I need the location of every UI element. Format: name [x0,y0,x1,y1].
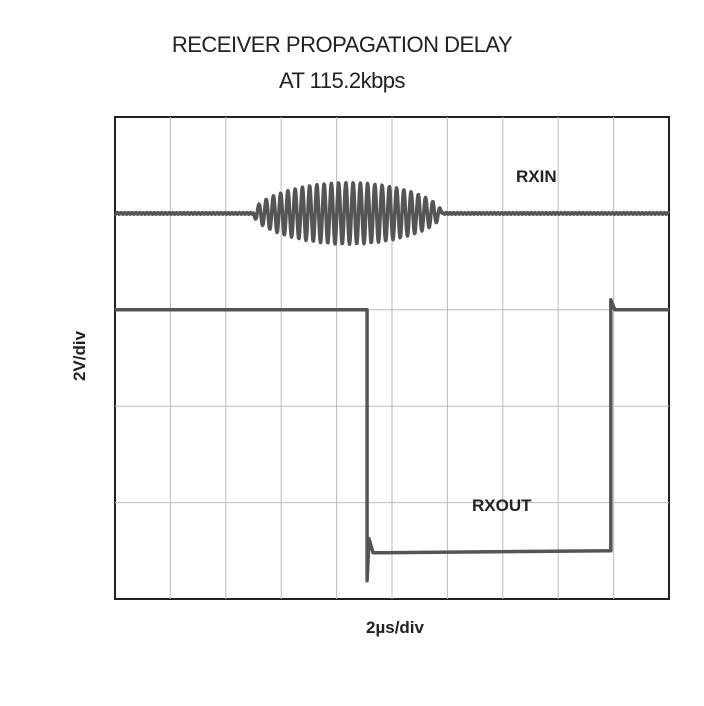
rxin-trace [113,181,671,246]
rxin-label: RXIN [516,167,557,186]
y-axis-label: 2V/div [70,330,89,382]
chart-title: RECEIVER PROPAGATION DELAY [171,32,513,57]
x-axis-label: 2µs/div [366,618,424,637]
rxout-trace [115,298,669,583]
chart-subtitle: AT 115.2kbps [278,68,406,93]
rxout-label: RXOUT [472,496,532,515]
